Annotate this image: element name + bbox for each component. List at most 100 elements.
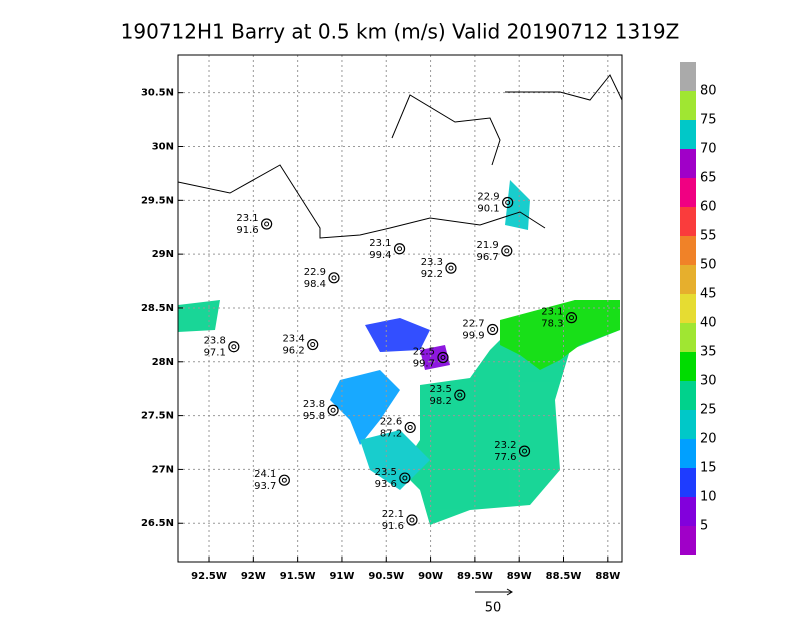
station-marker [328, 272, 340, 284]
colorbar-bin [680, 236, 696, 265]
station-t: 21.9 [477, 240, 499, 251]
x-tick-label: 90W [418, 571, 443, 582]
station-t: 22.9 [304, 267, 326, 278]
y-tick-label: 30.5N [141, 88, 174, 99]
coastline [177, 74, 623, 239]
station-marker [278, 474, 290, 486]
colorbar-label: 45 [700, 287, 717, 302]
colorbar-label: 75 [700, 113, 717, 128]
station-p: 91.6 [236, 225, 258, 236]
station-marker [518, 445, 531, 457]
station-t: 22.7 [462, 318, 484, 329]
colorbar-label: 10 [700, 490, 717, 505]
station-t: 22.6 [380, 416, 402, 427]
station-marker [307, 338, 319, 351]
colorbar-bin [680, 207, 696, 236]
station-t: 23.8 [204, 336, 226, 347]
station-marker-inner [504, 248, 510, 254]
station-t: 23.8 [303, 399, 325, 410]
station-marker-inner [568, 315, 574, 321]
station-p: 93.7 [254, 481, 276, 492]
station-t: 23.5 [375, 467, 397, 478]
colorbar-label: 15 [700, 461, 717, 476]
colorbar-bin [680, 294, 696, 323]
station-p: 92.2 [421, 269, 443, 280]
station-p: 99.7 [413, 358, 435, 369]
y-tick-label: 27N [152, 464, 174, 475]
radar-patch [500, 300, 620, 370]
station-marker [261, 218, 273, 230]
station-marker-inner [264, 221, 270, 227]
station-marker [393, 243, 406, 255]
station-marker [406, 514, 418, 526]
station-p: 99.9 [462, 330, 484, 341]
colorbar-label: 30 [700, 374, 717, 389]
station-p: 99.4 [369, 250, 391, 261]
colorbar: 5 10 15 20 25 30 35 40 45 50 55 60 65 70 75 80 [680, 62, 717, 555]
station-t: 23.1 [541, 307, 563, 318]
station-marker-inner [490, 326, 496, 332]
border [391, 94, 501, 166]
station-p: 98.2 [430, 396, 452, 407]
colorbar-bin [680, 265, 696, 294]
colorbar-label: 20 [700, 432, 717, 447]
station-p: 77.6 [494, 452, 516, 463]
radar-patch [365, 318, 430, 352]
colorbar-label: 80 [700, 84, 717, 99]
radar-patch [330, 370, 400, 445]
colorbar-bin [680, 120, 696, 149]
x-tick-label: 92.5W [191, 571, 227, 582]
x-tick-label: 92W [241, 571, 266, 582]
x-tick-label: 91W [329, 571, 354, 582]
y-tick-label: 26.5N [141, 518, 174, 529]
station-p: 78.3 [541, 319, 563, 330]
colorbar-bin [680, 178, 696, 207]
station-p: 93.6 [375, 479, 397, 490]
station-marker-inner [281, 477, 287, 483]
station-t: 23.4 [282, 334, 304, 345]
station-marker-inner [409, 517, 415, 523]
station-marker-inner [440, 354, 446, 360]
stations: 23.191.623.199.422.998.423.392.222.990.1… [204, 191, 578, 532]
station-p: 97.1 [204, 348, 226, 359]
colorbar-label: 5 [700, 519, 708, 534]
map-title: 190712H1 Barry at 0.5 km (m/s) Valid 201… [121, 20, 680, 44]
station-marker [327, 404, 339, 416]
radar-patch [360, 430, 430, 490]
station-p: 96.7 [477, 252, 499, 263]
colorbar-label: 50 [700, 258, 717, 273]
colorbar-label: 65 [700, 171, 717, 186]
station-t: 23.3 [421, 257, 443, 268]
station-marker-inner [310, 342, 316, 348]
x-tick-label: 89.5W [457, 571, 493, 582]
station-marker [228, 341, 240, 353]
colorbar-bin [680, 439, 696, 468]
colorbar-label: 70 [700, 142, 717, 157]
y-tick-label: 30N [152, 141, 174, 152]
station-marker-inner [331, 275, 337, 281]
colorbar-label: 40 [700, 316, 717, 331]
station-t: 23.2 [494, 440, 516, 451]
station-marker [445, 262, 457, 274]
colorbar-bin [680, 91, 696, 120]
plot-frame [177, 54, 623, 563]
reference-label: 50 [485, 601, 502, 616]
y-tick-label: 29N [152, 249, 174, 260]
station-marker [437, 351, 449, 364]
station-t: 23.1 [369, 238, 391, 249]
reference-arrowhead [506, 588, 513, 596]
station-marker [565, 312, 578, 324]
radar-patch [505, 180, 530, 230]
x-tick-label: 89W [507, 571, 532, 582]
station-p: 91.6 [382, 521, 404, 532]
station-marker-inner [505, 199, 511, 205]
colorbar-bin [680, 468, 696, 497]
station-marker-inner [397, 246, 403, 252]
station-p: 96.2 [282, 346, 304, 357]
station-marker [399, 472, 411, 484]
colorbar-bin [680, 62, 696, 91]
colorbar-bin [680, 526, 696, 555]
station-t: 22.9 [477, 191, 499, 202]
colorbar-bin [680, 352, 696, 381]
coast [177, 164, 546, 239]
